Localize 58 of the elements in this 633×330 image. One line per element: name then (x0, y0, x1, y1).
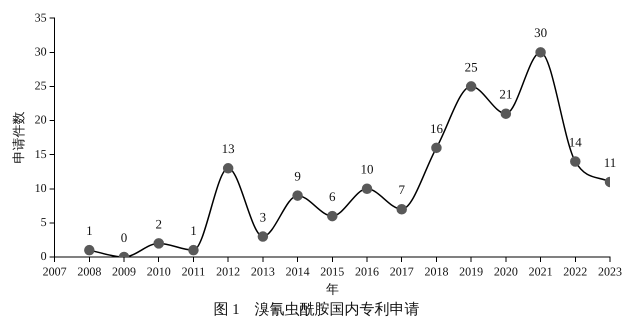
data-label: 11 (604, 154, 616, 170)
y-tick-label: 5 (40, 215, 47, 230)
data-label: 13 (222, 141, 235, 156)
point (396, 204, 407, 214)
x-tick-label: 2011 (182, 264, 206, 278)
data-label: 10 (360, 162, 374, 177)
data-label: 1 (190, 223, 197, 238)
point (258, 231, 268, 242)
x-tick-label: 2013 (250, 264, 275, 278)
x-tick-label: 2014 (286, 264, 310, 278)
data-label: 16 (430, 120, 444, 136)
y-tick-label: 25 (34, 78, 47, 93)
text: 图 1 溴氰虫酰胺国内专利申请 (212, 300, 421, 319)
point (292, 190, 303, 201)
data-label: 25 (464, 59, 478, 74)
point (188, 244, 199, 256)
x-tick-label: 2017 (390, 264, 414, 278)
x-tick-label: 2009 (112, 264, 136, 278)
data-label: 1 (86, 223, 93, 238)
data-label: 9 (294, 168, 301, 184)
data-label: 3 (260, 209, 266, 224)
point (431, 142, 442, 154)
x-tick-label: 2008 (77, 264, 102, 278)
point (84, 244, 95, 256)
x-tick-label: 2020 (494, 264, 518, 278)
x-tick-label: 2016 (355, 264, 380, 278)
point (466, 81, 476, 92)
x-tick-label: 2022 (563, 264, 588, 278)
y-tick-label: 20 (34, 112, 47, 127)
y-axis-title: 申请件数 (11, 112, 26, 164)
point (153, 238, 164, 249)
x-tick-label: 2007 (42, 264, 67, 278)
data-label: 30 (534, 25, 548, 40)
x-tick-label: 2021 (528, 264, 553, 278)
y-tick-label: 0 (40, 249, 47, 264)
point (362, 184, 372, 194)
y-tick-label: 15 (34, 146, 47, 161)
x-axis-title: 年 (326, 282, 339, 297)
point (327, 210, 338, 222)
data-label: 6 (329, 188, 336, 204)
x-tick-label: 2012 (216, 264, 240, 278)
y-tick-label: 10 (34, 180, 47, 195)
data-label: 14 (568, 134, 582, 150)
data-label: 2 (155, 216, 162, 232)
data-label: 7 (398, 182, 406, 198)
data-label: 21 (499, 86, 512, 102)
point (535, 47, 546, 58)
point (570, 156, 581, 167)
point (222, 163, 234, 174)
x-tick-label: 2010 (146, 264, 171, 278)
x-tick-label: 2023 (598, 264, 622, 278)
x-tick-label: 2018 (424, 264, 448, 278)
point (500, 108, 512, 119)
y-tick-label: 35 (34, 10, 47, 24)
x-tick-label: 2015 (320, 264, 344, 278)
x-tick-label: 2019 (459, 264, 484, 278)
data-label: 0 (120, 230, 128, 245)
y-tick-label: 30 (34, 44, 47, 58)
